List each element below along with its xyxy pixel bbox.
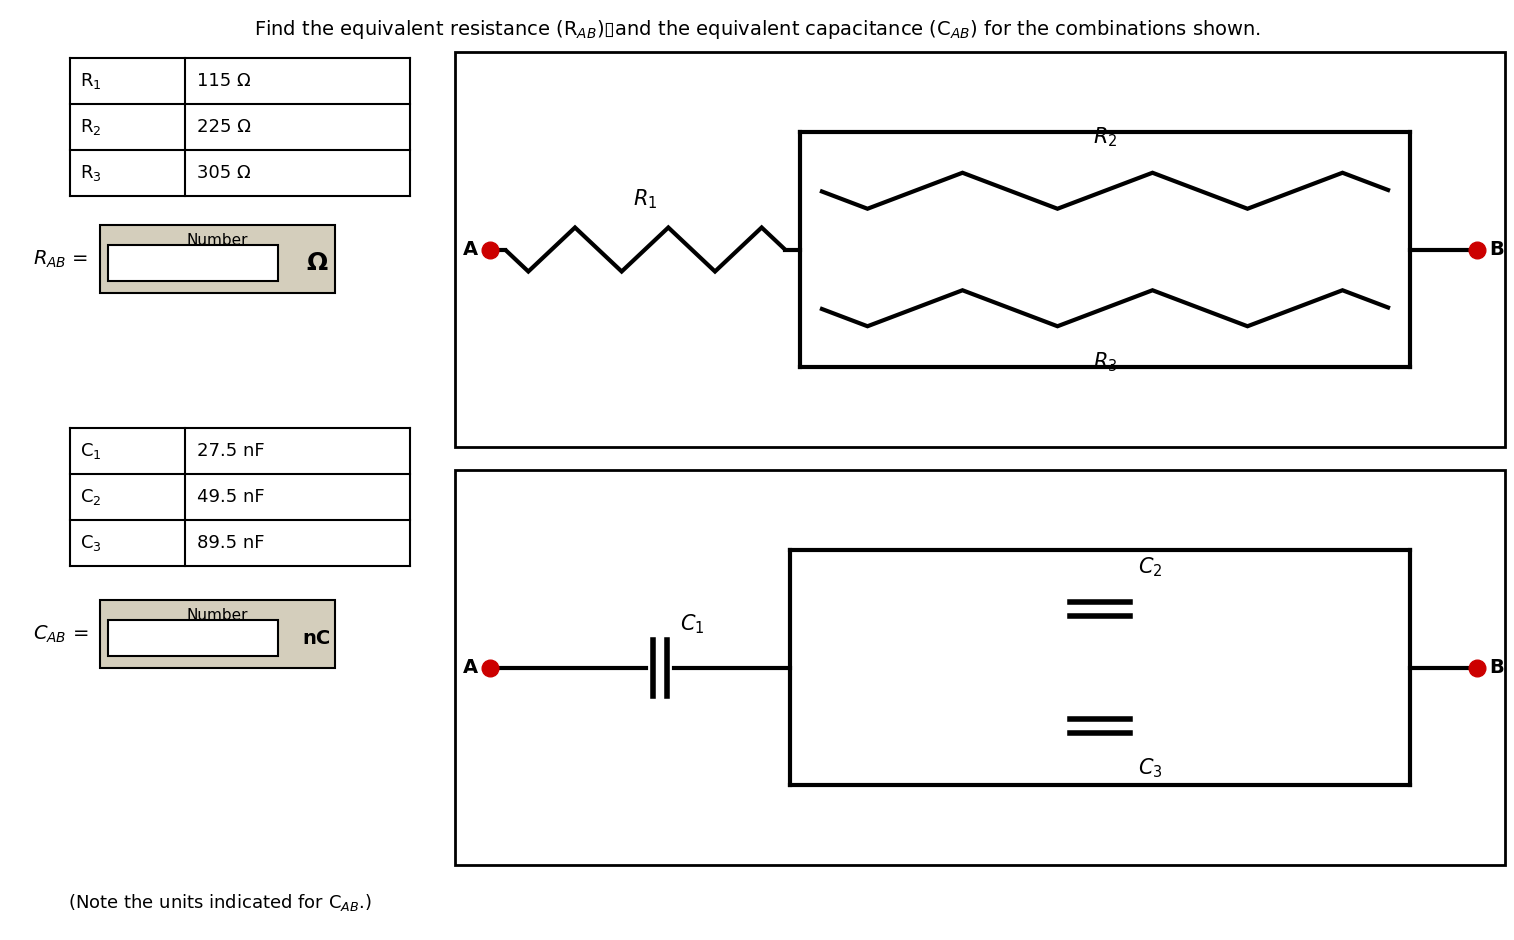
Text: Number: Number (186, 608, 248, 623)
Text: 27.5 nF: 27.5 nF (197, 442, 265, 460)
Text: $C_2$: $C_2$ (1139, 556, 1163, 579)
Text: 115 Ω: 115 Ω (197, 72, 251, 90)
Text: Find the equivalent resistance (R$_{AB}$)▯and the equivalent capacitance (C$_{AB: Find the equivalent resistance (R$_{AB}$… (253, 18, 1261, 41)
Text: B: B (1488, 658, 1503, 677)
Text: $C_{AB}$ =: $C_{AB}$ = (33, 623, 88, 645)
Bar (107, 620, 279, 656)
Text: $R_3$: $R_3$ (1093, 351, 1117, 374)
Text: Ω: Ω (306, 251, 327, 275)
Text: R$_2$: R$_2$ (80, 117, 101, 137)
Bar (100, 600, 335, 668)
Text: C$_1$: C$_1$ (80, 441, 101, 461)
Text: Number: Number (186, 233, 248, 248)
Text: $R_{AB}$ =: $R_{AB}$ = (33, 248, 88, 270)
Text: C$_3$: C$_3$ (80, 533, 101, 553)
Text: $R_2$: $R_2$ (1093, 125, 1117, 149)
Text: nC: nC (303, 629, 332, 648)
Text: C$_2$: C$_2$ (80, 487, 101, 507)
Text: 305 Ω: 305 Ω (197, 164, 251, 182)
Text: $C_1$: $C_1$ (680, 612, 704, 635)
Text: (Note the units indicated for C$_{AB}$.): (Note the units indicated for C$_{AB}$.) (68, 892, 372, 913)
Bar (100, 225, 335, 293)
Text: R$_1$: R$_1$ (80, 71, 101, 91)
Text: A: A (463, 658, 478, 677)
Text: B: B (1488, 240, 1503, 259)
Bar (107, 245, 279, 281)
Text: 49.5 nF: 49.5 nF (197, 488, 265, 506)
Text: A: A (463, 240, 478, 259)
Text: 225 Ω: 225 Ω (197, 118, 251, 136)
Text: $C_3$: $C_3$ (1139, 757, 1163, 780)
Text: 89.5 nF: 89.5 nF (197, 534, 265, 552)
Bar (456, 470, 1505, 865)
Bar (456, 52, 1505, 447)
Text: R$_3$: R$_3$ (80, 163, 101, 183)
Text: $R_1$: $R_1$ (633, 188, 657, 212)
